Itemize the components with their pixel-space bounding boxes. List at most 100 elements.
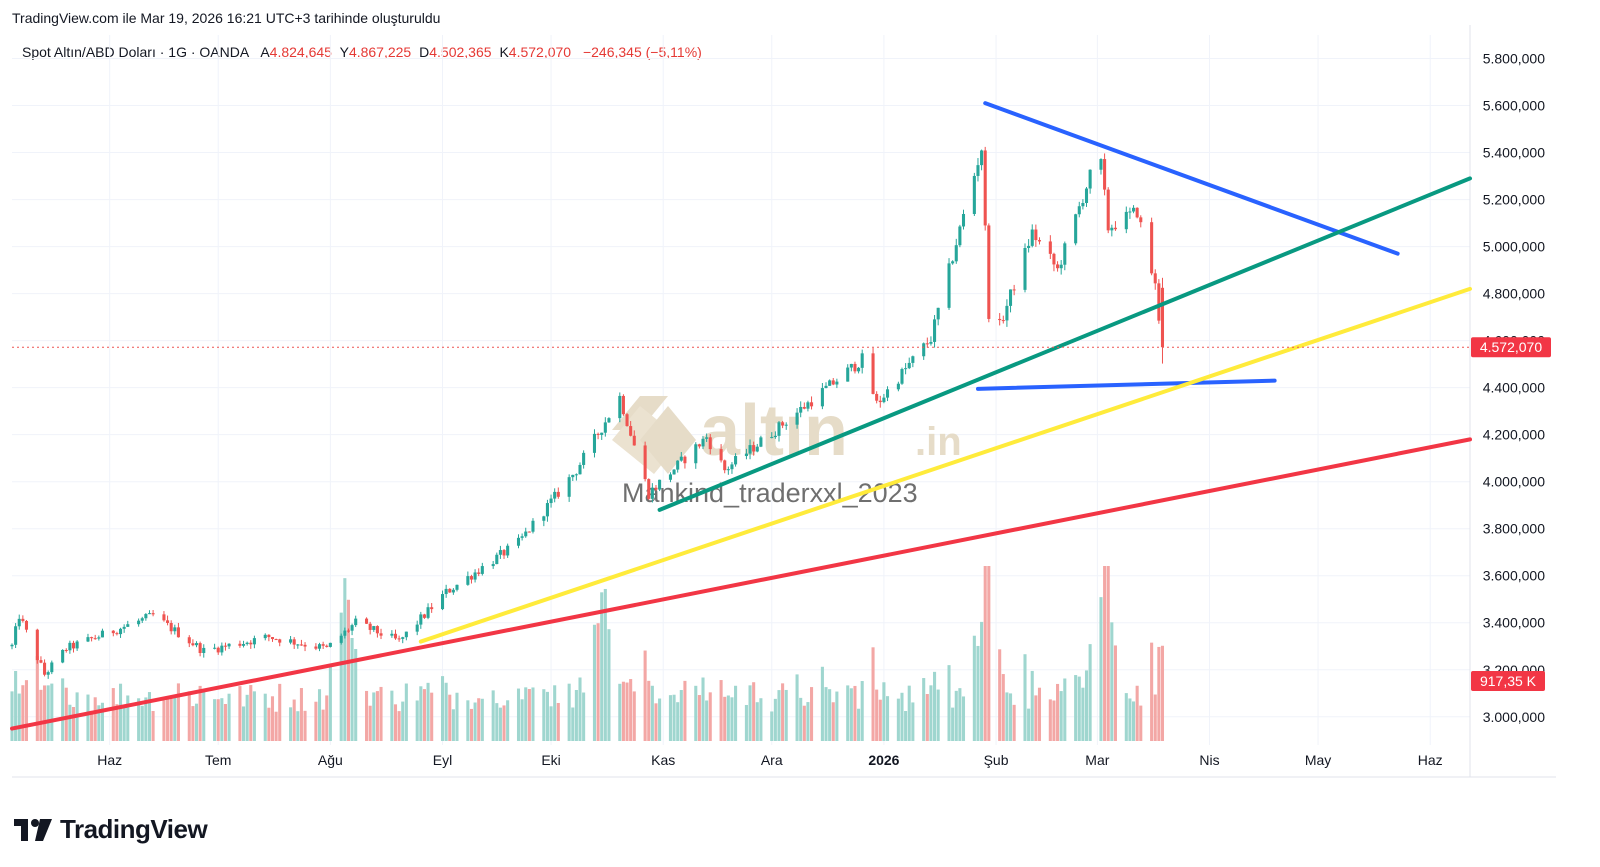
candle-body (1077, 206, 1081, 215)
candle-body (882, 397, 886, 403)
volume-bar (972, 635, 976, 741)
volume-bar (122, 707, 126, 741)
candle-body (701, 438, 705, 447)
volume-bar (759, 698, 763, 741)
candle-body (567, 477, 571, 497)
candle-body (162, 614, 166, 621)
candle-body (947, 263, 951, 308)
volume-bar (553, 685, 557, 741)
volume-bar (314, 701, 318, 741)
price-axis-label: 3.600,000 (1483, 568, 1545, 584)
volume-bar (17, 693, 21, 741)
volume-bar (162, 700, 166, 741)
volume-bar (1081, 687, 1085, 741)
volume-bar (245, 694, 249, 741)
volume-bar (115, 704, 119, 741)
volume-bar (734, 685, 738, 741)
volume-bar (144, 697, 148, 741)
candle-body (1030, 229, 1034, 246)
candle-body (176, 627, 180, 638)
change-value: −246,345 (−5,11%) (582, 44, 702, 60)
candle-body (10, 644, 14, 647)
volume-bar (477, 698, 481, 741)
price-axis-label: 3.400,000 (1483, 615, 1545, 631)
candle-body (896, 383, 900, 390)
candle-body (375, 626, 379, 634)
candle-body (1084, 188, 1089, 204)
candle-body (545, 503, 549, 517)
price-axis[interactable]: 5.800,000 5.600,000 5.400,000 5.200,000 5.00… (1483, 51, 1545, 725)
trendline-blue (975, 378, 1277, 391)
volume-layer (10, 566, 1165, 741)
candle-body (524, 531, 528, 537)
candle-body (491, 564, 495, 567)
volume-bar (574, 690, 578, 741)
watermark-username: Mankind_traderxxl_2023 (622, 478, 918, 508)
volume-bar (419, 686, 423, 741)
last-price-tag: 4.572,070 (1471, 337, 1551, 358)
candle-body (734, 456, 738, 465)
volume-bar (97, 705, 101, 741)
candle-body (317, 644, 322, 649)
volume-bar (1106, 566, 1110, 741)
volume-bar (375, 691, 379, 741)
candle-body (1103, 159, 1107, 190)
candle-body (64, 649, 68, 651)
time-axis[interactable]: Haz Tem Ağu Eyl Eki Kas Ara 2026 Şub Mar Nis May Haz (97, 752, 1442, 768)
volume-bar (708, 692, 712, 741)
time-axis-label: Ağu (318, 752, 343, 768)
volume-bar (654, 703, 658, 741)
volume-bar (227, 693, 231, 741)
candle-body (466, 576, 470, 585)
symbol-name[interactable]: Spot Altın/ABD Doları · 1G · OANDA (22, 44, 250, 60)
volume-bar (647, 680, 651, 741)
candle-body (582, 452, 586, 465)
volume-bar (328, 664, 332, 741)
candle-body (900, 369, 904, 384)
volume-bar (697, 695, 701, 741)
candle-body (835, 381, 839, 385)
volume-bar (650, 685, 654, 741)
volume-bar (444, 682, 448, 741)
volume-bar (781, 683, 785, 741)
volume-bar (1005, 692, 1009, 741)
candle-body (596, 433, 600, 435)
volume-bar (451, 709, 455, 741)
candle-body (390, 633, 394, 636)
trendline-layer[interactable] (10, 101, 1472, 731)
volume-bar (303, 710, 307, 741)
price-axis-label: 5.800,000 (1483, 51, 1545, 67)
tradingview-logo-text: TradingView (60, 814, 208, 844)
volume-bar (498, 707, 502, 741)
candle-body (542, 516, 546, 521)
volume-bar (683, 680, 687, 741)
candle-body (1052, 253, 1056, 265)
candle-body (469, 576, 474, 580)
candle-body (1132, 207, 1136, 212)
candle-body (853, 363, 857, 372)
candle-body (795, 412, 799, 425)
candle-body (592, 433, 597, 453)
volume-bar (354, 649, 358, 741)
volume-bar (21, 685, 25, 741)
volume-bar (618, 683, 622, 741)
candle-body (46, 672, 50, 675)
volume-bar (1001, 674, 1005, 741)
price-chart[interactable]: altın .in Mankind_traderxxl_2023 5.800,0… (0, 0, 1600, 800)
volume-bar (828, 689, 832, 741)
candle-body (365, 618, 369, 624)
tradingview-logo[interactable]: TradingView (14, 814, 208, 845)
volume-bar (679, 690, 683, 741)
candle-body (871, 353, 875, 394)
time-axis-label: Haz (1418, 752, 1443, 768)
candle-body (907, 362, 911, 369)
candle-body (846, 367, 850, 382)
tradingview-logo-icon (14, 818, 52, 841)
candle-body (140, 618, 144, 621)
volume-bar (263, 693, 267, 741)
volume-bar (426, 682, 430, 741)
candle-body (980, 150, 984, 166)
candle-body (987, 225, 991, 319)
candle-layer (10, 146, 1165, 679)
candle-body (404, 631, 408, 638)
